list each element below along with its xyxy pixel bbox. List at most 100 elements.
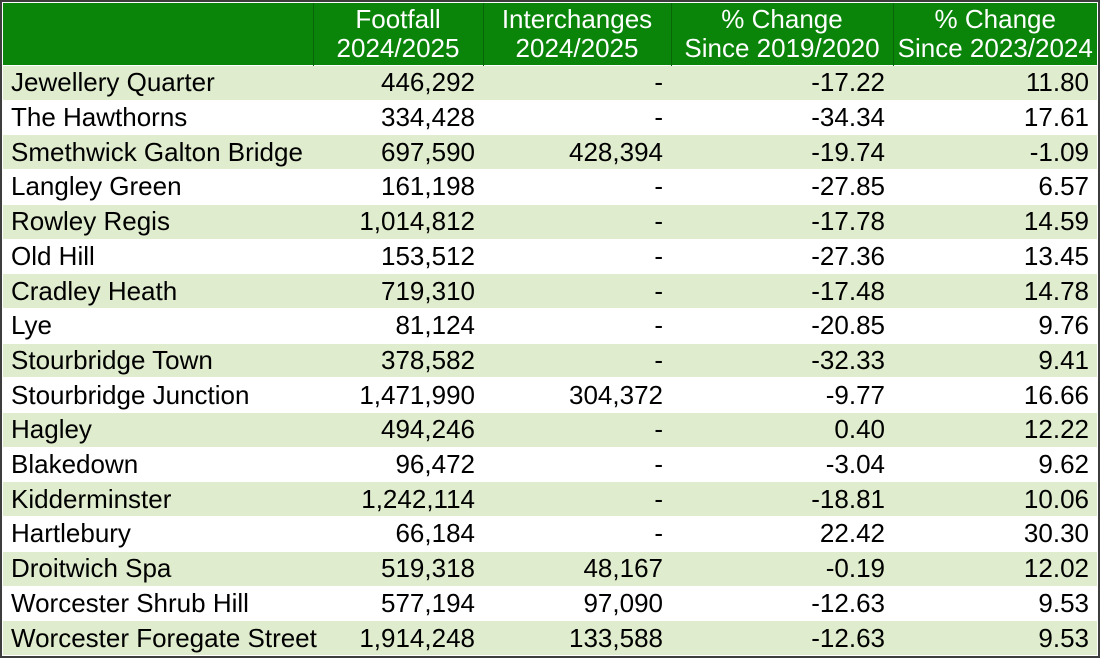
footfall-cell: 1,242,114 <box>313 481 483 517</box>
change-2023-cell: 9.41 <box>893 342 1097 378</box>
interchanges-cell: - <box>483 412 671 448</box>
interchanges-cell: - <box>483 99 671 135</box>
col-header-footfall-line2: 2024/2025 <box>336 33 460 63</box>
change-2019-cell: -19.74 <box>671 134 893 170</box>
station-cell: Smethwick Galton Bridge <box>3 134 313 170</box>
change-2023-cell: 14.59 <box>893 203 1097 240</box>
table-row: Stourbridge Junction 1,471,990 304,372 -9.7… <box>3 377 1097 413</box>
footfall-cell: 719,310 <box>313 273 483 309</box>
change-2019-cell: -17.78 <box>671 203 893 240</box>
footfall-cell: 697,590 <box>313 134 483 170</box>
station-cell: Langley Green <box>3 169 313 205</box>
change-2023-cell: 12.22 <box>893 412 1097 448</box>
table-row: Jewellery Quarter 446,292- -17.22 11.80 <box>3 65 1097 101</box>
footfall-cell: 96,472 <box>313 446 483 482</box>
station-cell: Worcester Foregate Street <box>3 620 317 655</box>
change-2019-cell: -20.85 <box>671 307 893 344</box>
change-2023-cell: 13.45 <box>893 238 1097 274</box>
table-row: Hagley 494,246-0.40 12.22 <box>3 412 1097 448</box>
change-2019-cell: -27.85 <box>671 169 893 205</box>
interchanges-cell: - <box>483 307 671 344</box>
col-header-station <box>3 3 313 66</box>
footfall-cell: 334,428 <box>313 99 483 135</box>
change-2023-cell: 12.02 <box>893 550 1097 587</box>
change-2023-cell: -1.09 <box>893 134 1097 170</box>
col-header-change-2019: % Change Since 2019/2020 <box>670 3 893 66</box>
change-2019-cell: -34.34 <box>671 99 893 135</box>
interchanges-cell: - <box>483 169 671 205</box>
change-2023-cell: 9.53 <box>893 620 1097 655</box>
station-cell: Stourbridge Town <box>3 342 313 378</box>
station-cell: Worcester Shrub Hill <box>3 585 313 621</box>
interchanges-cell: - <box>483 273 671 309</box>
change-2019-cell: 0.40 <box>671 412 893 448</box>
station-cell: Blakedown <box>3 446 313 482</box>
footfall-cell: 153,512 <box>313 238 483 274</box>
footfall-cell: 577,194 <box>313 585 483 621</box>
table-row: Blakedown 96,472- -3.04 9.62 <box>3 446 1097 482</box>
station-cell: Hartlebury <box>3 516 313 552</box>
change-2019-cell: -3.04 <box>671 446 893 482</box>
interchanges-cell: 304,372 <box>483 377 671 413</box>
change-2023-cell: 9.62 <box>893 446 1097 482</box>
change-2019-cell: -17.22 <box>671 65 893 101</box>
table-row: The Hawthorns 334,428- -34.34 17.61 <box>3 99 1097 135</box>
interchanges-cell: 428,394 <box>483 134 671 170</box>
interchanges-cell: - <box>483 516 671 552</box>
footfall-cell: 161,198 <box>313 169 483 205</box>
station-cell: Hagley <box>3 412 313 448</box>
table-row: Lye 81,124- -20.85 9.76 <box>3 307 1097 344</box>
interchanges-cell: - <box>483 203 671 240</box>
interchanges-cell: 97,090 <box>483 585 671 621</box>
table-row: Cradley Heath 719,310- -17.48 14.78 <box>3 273 1097 309</box>
table-row: Droitwich Spa 519,318 48,167 -0.19 12.02 <box>3 550 1097 587</box>
table-row: Hartlebury 66,184-22.42 30.30 <box>3 516 1097 552</box>
table-row: Stourbridge Town 378,582- -32.33 9.41 <box>3 342 1097 378</box>
interchanges-cell: - <box>483 238 671 274</box>
col-header-interchanges-line2: 2024/2025 <box>515 33 639 63</box>
footfall-cell: 519,318 <box>313 550 483 587</box>
change-2019-cell: -18.81 <box>671 481 893 517</box>
station-cell: Droitwich Spa <box>3 550 313 587</box>
interchanges-cell: - <box>483 481 671 517</box>
col-header-change-2023: % Change Since 2023/2024 <box>892 3 1097 66</box>
station-cell: Rowley Regis <box>3 203 313 240</box>
table-row: Rowley Regis 1,014,812- -17.78 14.59 <box>3 203 1097 240</box>
change-2019-cell: -12.63 <box>671 585 893 621</box>
footfall-cell: 446,292 <box>313 65 483 101</box>
col-header-change-2023-line2: Since 2023/2024 <box>897 33 1093 63</box>
change-2019-cell: -9.77 <box>671 377 893 413</box>
change-2023-cell: 11.80 <box>893 65 1097 101</box>
station-cell: Lye <box>3 307 313 344</box>
change-2023-cell: 17.61 <box>893 99 1097 135</box>
station-cell: Cradley Heath <box>3 273 313 309</box>
col-header-change-2023-line1: % Change <box>934 4 1056 34</box>
interchanges-cell: - <box>483 342 671 378</box>
footfall-cell: 66,184 <box>313 516 483 552</box>
station-cell: Old Hill <box>3 238 313 274</box>
footfall-cell: 494,246 <box>313 412 483 448</box>
change-2019-cell: -32.33 <box>671 342 893 378</box>
footfall-cell: 378,582 <box>313 342 483 378</box>
station-cell: Kidderminster <box>3 481 313 517</box>
station-footfall-table: Footfall 2024/2025 Interchanges 2024/202… <box>3 3 1097 655</box>
station-cell: The Hawthorns <box>3 99 313 135</box>
table-row: Worcester Shrub Hill 577,194 97,090 -12.63 9… <box>3 585 1097 621</box>
change-2023-cell: 9.53 <box>893 585 1097 621</box>
change-2023-cell: 16.66 <box>893 377 1097 413</box>
table-row: Smethwick Galton Bridge 697,590 428,394 -19… <box>3 134 1097 170</box>
table-row: Worcester Foregate Street 1,914,248 133,58… <box>3 620 1097 655</box>
table-row: Langley Green 161,198- -27.85 6.57 <box>3 169 1097 205</box>
change-2019-cell: 22.42 <box>671 516 893 552</box>
interchanges-cell: - <box>483 65 671 101</box>
interchanges-cell: - <box>483 446 671 482</box>
table-header: Footfall 2024/2025 Interchanges 2024/202… <box>3 3 1097 66</box>
station-cell: Jewellery Quarter <box>3 65 313 101</box>
col-header-change-2019-line1: % Change <box>721 4 843 34</box>
change-2019-cell: -0.19 <box>671 550 893 587</box>
table-body: Jewellery Quarter 446,292- -17.22 11.80 The … <box>3 65 1097 655</box>
change-2023-cell: 6.57 <box>893 169 1097 205</box>
change-2023-cell: 10.06 <box>893 481 1097 517</box>
col-header-interchanges-line1: Interchanges <box>501 4 653 34</box>
